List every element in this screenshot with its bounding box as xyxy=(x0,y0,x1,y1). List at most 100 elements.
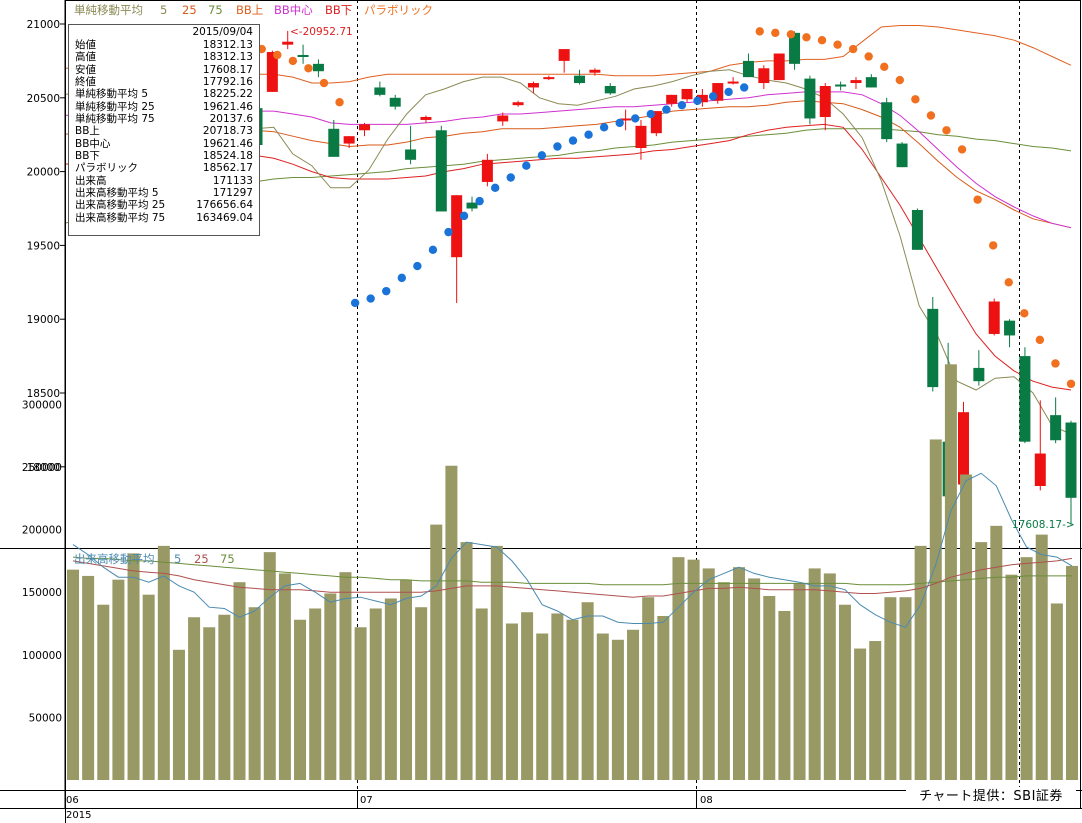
info-value: 20137.6 xyxy=(209,113,253,126)
candle-down xyxy=(789,32,801,64)
info-row: 単純移動平均 5 18225.22 xyxy=(69,88,259,100)
volume-bar xyxy=(536,633,549,780)
parabolic-dot xyxy=(1051,359,1060,368)
info-rows: 始値 18312.13 高値 18312.13 安値 17608.17 終値 17792.16… xyxy=(69,39,259,224)
vol-y-tick-label: 150000 xyxy=(22,587,62,599)
candle-down xyxy=(1019,356,1031,442)
volume-bar xyxy=(82,575,95,780)
legend-parabolic: パラボリック xyxy=(364,3,433,17)
parabolic-dot xyxy=(895,75,905,85)
volume-bar xyxy=(869,641,882,780)
info-row: 出来高移動平均 25 176656.64 xyxy=(69,199,259,211)
info-label: 出来高移動平均 25 xyxy=(75,199,166,212)
x-tick-06: 06 xyxy=(66,795,79,806)
candle-up xyxy=(420,116,432,120)
candle-up xyxy=(481,159,493,182)
info-row: 出来高 171133 xyxy=(69,175,259,187)
volume-bar xyxy=(581,602,594,780)
info-value: 171133 xyxy=(212,174,253,187)
candle-up xyxy=(712,83,724,101)
candle-up xyxy=(727,81,739,84)
legend-sma25: 25 xyxy=(182,3,197,17)
info-row: BB中心 19621.46 xyxy=(69,138,259,150)
volume-bar xyxy=(490,545,503,780)
info-label: パラボリック xyxy=(75,162,138,175)
info-row: パラボリック 18562.17 xyxy=(69,162,259,174)
volume-bar xyxy=(1005,574,1018,780)
vol-y-tick-label: 50000 xyxy=(29,712,62,724)
parabolic-dot xyxy=(615,118,624,128)
candle-up xyxy=(282,41,294,45)
parabolic-dot xyxy=(848,44,858,54)
volume-bar xyxy=(596,633,609,780)
candle-up xyxy=(543,77,555,80)
volume-bar xyxy=(763,595,776,780)
vol-y-tick-label: 250000 xyxy=(22,462,62,474)
candle-up xyxy=(988,301,1000,334)
parabolic-dot xyxy=(444,227,453,237)
volume-bar xyxy=(294,619,307,780)
volume-bar xyxy=(203,627,216,780)
volume-bar xyxy=(248,607,261,780)
info-row: BB下 18524.18 xyxy=(69,150,259,162)
volume-bar xyxy=(142,594,155,780)
volume-bar xyxy=(657,615,670,780)
candle-down xyxy=(297,54,309,57)
volume-bar xyxy=(505,623,518,780)
candle-up xyxy=(527,83,539,88)
legend-sma75: 75 xyxy=(208,3,223,17)
parabolic-dot xyxy=(304,64,313,73)
info-label: 出来高移動平均 75 xyxy=(75,211,166,224)
info-row: 単純移動平均 75 20137.6 xyxy=(69,113,259,125)
volume-bar xyxy=(717,582,730,780)
parabolic-dot xyxy=(973,195,982,204)
y-tick-label: 18000 xyxy=(27,462,60,474)
y-tick-label: 21000 xyxy=(27,19,60,31)
volume-bar xyxy=(672,557,685,780)
y-tick-label: 18500 xyxy=(27,388,60,400)
legend-vol-label: 出来高移動平均 xyxy=(74,552,155,566)
volume-bar xyxy=(1066,565,1078,780)
y-tick-label: 19500 xyxy=(27,240,60,252)
volume-bar xyxy=(823,573,836,780)
legend-bb-lower: BB下 xyxy=(325,3,352,17)
info-label: 高値 xyxy=(75,51,96,64)
candle-down xyxy=(881,102,893,140)
candle-down xyxy=(389,97,401,107)
parabolic-dot xyxy=(490,183,500,193)
volume-bar xyxy=(263,552,276,780)
volume-bar xyxy=(551,613,564,780)
parabolic-dot xyxy=(957,145,967,154)
volume-bar xyxy=(960,474,973,780)
vol-y-tick-label: 200000 xyxy=(22,525,62,537)
high-annotation: <-20952.71 xyxy=(290,26,353,38)
legend-sma5: 5 xyxy=(160,3,167,17)
info-value: 17792.16 xyxy=(202,76,253,89)
parabolic-dot xyxy=(335,98,344,107)
parabolic-dot xyxy=(802,33,811,42)
volume-bar xyxy=(67,569,79,780)
parabolic-dot xyxy=(755,27,764,36)
parabolic-dot xyxy=(880,62,889,72)
volume-bar xyxy=(566,619,579,780)
info-label: BB中心 xyxy=(75,137,111,150)
candle-up xyxy=(850,80,862,84)
y-tick-label: 20000 xyxy=(27,167,60,179)
volume-bar xyxy=(838,604,851,780)
info-label: 出来高 xyxy=(75,174,107,187)
volume-bar xyxy=(460,542,473,780)
volume-bar xyxy=(369,608,382,780)
candle-up xyxy=(696,94,708,103)
parabolic-dot xyxy=(553,142,562,151)
candle-up xyxy=(957,412,969,485)
volume-bar xyxy=(521,612,534,780)
candle-up xyxy=(650,111,662,134)
parabolic-dot xyxy=(646,109,656,119)
volume-bar xyxy=(475,608,488,780)
volume-bar xyxy=(944,364,957,780)
info-label: 始値 xyxy=(75,39,96,51)
info-value: 20718.73 xyxy=(202,125,253,138)
parabolic-dot xyxy=(988,241,998,250)
parabolic-dot xyxy=(584,130,593,139)
info-label: BB上 xyxy=(75,125,100,138)
